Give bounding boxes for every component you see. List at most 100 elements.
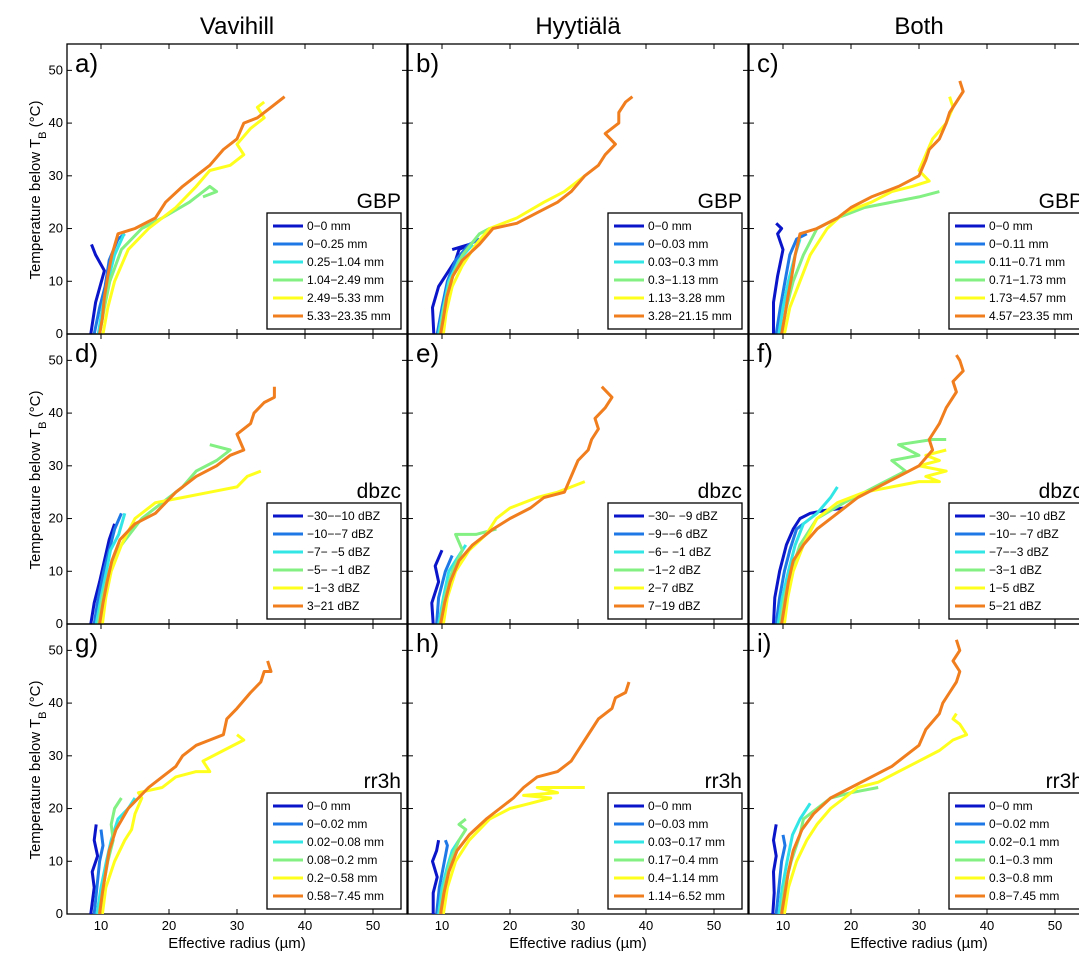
legend-entry: 0.3−0.8 mm [989, 871, 1053, 885]
panel-label: b) [416, 48, 439, 78]
series-line-6 [98, 95, 286, 334]
legend-entry: 1.04−2.49 mm [307, 273, 384, 287]
legend-entry: 7−19 dBZ [648, 599, 700, 613]
legend-box [948, 792, 1079, 910]
legend-box [607, 212, 743, 330]
corner-label: dbzc [1039, 480, 1079, 503]
panel-d: 0 10 20 30 40 50 d) dbzc −30−−10 dBZ −10−−7 dBZ −7… [49, 333, 408, 631]
column-title: Vavihill [200, 13, 274, 40]
y-axis-label-row-2: Temperature below TB (°C) [27, 391, 49, 570]
series-line-5 [782, 96, 955, 334]
legend-entry: 0.03−0.17 mm [648, 835, 725, 849]
series-line-5 [441, 480, 586, 624]
legend-box [266, 502, 402, 620]
y-axis-label-row-3: Temperature below TB (°C) [27, 681, 49, 860]
y-tick-label: 10 [49, 853, 63, 868]
x-tick-label: 40 [980, 918, 994, 933]
panel-c: c) Both GBP 0−0 mm 0−0.11 mm 0.11−0.71 mm 0.71… [748, 13, 1079, 335]
legend-entry: −30− −10 dBZ [989, 509, 1065, 523]
y-tick-label: 40 [49, 115, 63, 130]
x-tick-label: 20 [162, 918, 176, 933]
y-tick-label: 50 [49, 642, 63, 657]
legend-entry: 0−0 mm [648, 219, 692, 233]
series-line-6 [780, 639, 962, 914]
panel-label: h) [416, 628, 439, 658]
legend-entry: 1−5 dBZ [989, 581, 1035, 595]
x-tick-label: 40 [639, 918, 653, 933]
series-line-2 [435, 839, 449, 914]
series-line-4 [98, 184, 219, 334]
legend-box [266, 792, 402, 910]
legend-entry: 0.8−7.45 mm [989, 889, 1059, 903]
legend: 0−0 mm 0−0.02 mm 0.02−0.1 mm 0.1−0.3 mm 0.3−… [948, 792, 1079, 910]
legend-entry: 0−0.11 mm [989, 237, 1048, 251]
legend-entry: 0−0.03 mm [648, 237, 708, 251]
corner-label: GBP [1039, 190, 1079, 213]
legend-entry: 0.02−0.08 mm [307, 835, 384, 849]
legend-entry: 0−0 mm [989, 799, 1033, 813]
legend-entry: 0.08−0.2 mm [307, 853, 377, 867]
legend-entry: 3−21 dBZ [307, 599, 359, 613]
legend-entry: 2.49−5.33 mm [307, 291, 384, 305]
panel-i: 10 20 30 40 50 i) rr3h 0−0 mm 0−0.02 mm 0.02−0.1 … [748, 623, 1079, 933]
legend: −30− −10 dBZ −10− −7 dBZ −7−−3 dBZ −3−1 dBZ… [948, 502, 1079, 620]
legend-entry: 0.03−0.3 mm [648, 255, 718, 269]
series-line-1 [89, 243, 106, 334]
x-tick-label: 10 [435, 918, 449, 933]
series-line-2 [92, 829, 105, 914]
panel-label: e) [416, 338, 439, 368]
panel-label: a) [75, 48, 98, 78]
series-group [430, 385, 614, 624]
corner-label: dbzc [698, 480, 742, 503]
y-tick-label: 30 [49, 458, 63, 473]
series-line-2 [774, 834, 787, 914]
series-line-5 [441, 174, 586, 334]
legend: 0−0 mm 0−0.25 mm 0.25−1.04 mm 1.04−2.49 mm 2… [266, 212, 402, 330]
series-group [89, 386, 276, 624]
x-axis-label-col-3: Effective radius (µm) [850, 935, 988, 952]
legend: −30−−10 dBZ −10−−7 dBZ −7− −5 dBZ −5− −1 dB… [266, 502, 402, 620]
series-line-6 [439, 681, 631, 914]
legend-entry: 0.3−1.13 mm [648, 273, 718, 287]
legend-entry: −6− −1 dBZ [648, 545, 711, 559]
legend: −30− −9 dBZ −9−−6 dBZ −6− −1 dBZ −1−2 dBZ 2−… [607, 502, 743, 620]
series-line-1 [89, 523, 117, 624]
series-line-5 [782, 712, 969, 914]
corner-label: GBP [698, 190, 742, 213]
legend-entry: −30− −9 dBZ [648, 509, 718, 523]
panel-label: g) [75, 628, 98, 658]
legend-entry: 0.2−0.58 mm [307, 871, 377, 885]
x-tick-label: 30 [912, 918, 926, 933]
series-line-5 [101, 100, 266, 334]
legend-entry: 1.13−3.28 mm [648, 291, 725, 305]
series-line-6 [780, 80, 965, 334]
legend-entry: −3−1 dBZ [989, 563, 1042, 577]
panel-label: d) [75, 338, 98, 368]
corner-label: rr3h [705, 770, 742, 793]
y-tick-label: 0 [56, 906, 63, 921]
y-tick-label: 20 [49, 221, 63, 236]
series-group [431, 95, 634, 334]
legend-entry: 0−0.02 mm [989, 817, 1049, 831]
x-axis-label-col-1: Effective radius (µm) [168, 935, 306, 952]
corner-label: dbzc [357, 480, 401, 503]
x-tick-label: 20 [844, 918, 858, 933]
legend-entry: 3.28−21.15 mm [648, 309, 732, 323]
legend-box [266, 212, 402, 330]
corner-label: rr3h [364, 770, 401, 793]
panel-f: f)dbzc−30− −10 dBZ−10− −7 dBZ−7−−3 dBZ−3… [748, 333, 1079, 625]
panel-label: f) [757, 338, 773, 368]
legend-entry: 0.58−7.45 mm [307, 889, 384, 903]
legend-entry: −9−−6 dBZ [648, 527, 708, 541]
series-line-3 [777, 802, 812, 914]
x-tick-label: 20 [503, 918, 517, 933]
panel-g: 10 20 30 40 50 0 10 20 30 40 50 g) rr3h 0−0 mm 0−0.02 … [49, 623, 408, 933]
series-line-6 [780, 354, 965, 624]
legend-entry: −10− −7 dBZ [989, 527, 1059, 541]
legend-entry: −1−3 dBZ [307, 581, 360, 595]
legend: 0−0 mm 0−0.11 mm 0.11−0.71 mm 0.71−1.73 mm 1… [948, 212, 1079, 330]
series-line-1 [89, 824, 100, 914]
series-line-4 [779, 786, 879, 914]
series-group [89, 660, 273, 914]
